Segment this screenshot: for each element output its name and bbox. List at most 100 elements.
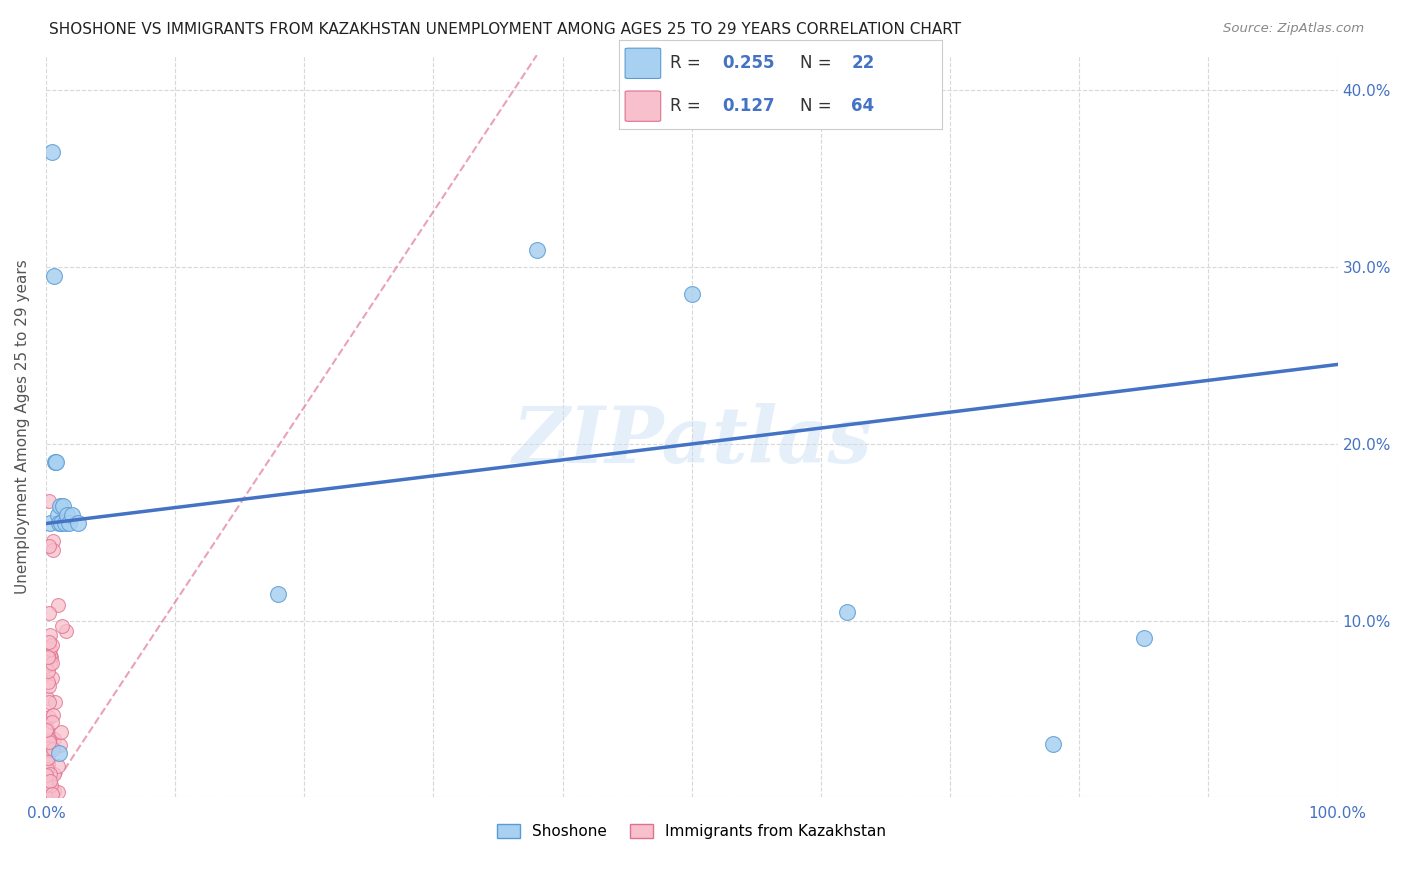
Point [37,762,59,776]
Text: Source: ZipAtlas.com: Source: ZipAtlas.com [1223,22,1364,36]
Legend: Shoshone, Immigrants from Kazakhstan: Shoshone, Immigrants from Kazakhstan [491,818,893,846]
Point [49,738,72,752]
Point [41,742,63,756]
Point [35,722,58,736]
FancyBboxPatch shape [626,91,661,121]
Text: R =: R = [671,97,711,115]
Point [35,723,58,738]
Point [38,735,60,749]
Point [37,649,59,664]
Point [41,534,63,549]
Point [42,766,65,780]
Point [35,753,58,767]
Point [39,649,62,664]
Text: R =: R = [671,54,706,72]
Point [37,649,59,664]
Point [48,746,70,760]
Text: SHOSHONE VS IMMIGRANTS FROM KAZAKHSTAN UNEMPLOYMENT AMONG AGES 25 TO 29 YEARS CO: SHOSHONE VS IMMIGRANTS FROM KAZAKHSTAN U… [49,22,962,37]
Point [37,756,59,770]
Point [38,709,60,723]
Text: 0.255: 0.255 [723,54,775,72]
Point [41,671,63,685]
Point [48,516,70,531]
Text: N =: N = [800,54,837,72]
Point [38,679,60,693]
Point [35,691,58,706]
Point [44,455,66,469]
Point [53,516,76,531]
FancyBboxPatch shape [626,48,661,78]
Point [41,145,63,160]
Point [38,695,60,709]
Point [41,714,63,729]
Point [39,778,62,792]
Point [38,648,60,662]
Point [38,606,60,620]
Point [48,598,70,612]
Point [55,624,77,638]
Point [37,675,59,690]
Point [37,664,59,678]
Point [39,734,62,748]
Point [51,516,73,531]
Point [37,757,59,772]
Point [51,618,73,632]
Text: 0.127: 0.127 [723,97,775,115]
Point [44,695,66,709]
Point [835,605,858,619]
Point [38,628,60,642]
Point [45,455,67,469]
Point [41,787,63,801]
Text: 64: 64 [852,97,875,115]
Point [42,784,65,798]
Point [1133,632,1156,646]
Point [267,587,290,601]
Point [38,733,60,747]
Point [42,543,65,558]
Point [38,634,60,648]
Point [51,725,73,739]
Point [38,735,60,749]
Point [38,494,60,508]
Point [35,768,58,782]
Point [41,656,63,670]
Point [38,789,60,804]
Point [48,759,70,773]
Point [58,516,80,531]
Y-axis label: Unemployment Among Ages 25 to 29 years: Unemployment Among Ages 25 to 29 years [15,259,30,594]
Point [37,736,59,750]
Point [39,657,62,672]
Point [42,268,65,283]
Text: N =: N = [800,97,837,115]
Point [35,711,58,725]
Text: 22: 22 [852,54,875,72]
Point [39,642,62,657]
Point [526,243,548,257]
Point [60,508,83,522]
Point [44,731,66,746]
Point [35,778,58,792]
Point [41,788,63,802]
Point [49,499,72,513]
Point [41,638,63,652]
Point [38,774,60,789]
Point [42,707,65,722]
Point [37,774,59,789]
Point [67,516,90,531]
Point [681,286,703,301]
Point [1042,738,1064,752]
Point [37,751,59,765]
Point [46,508,69,522]
Point [38,767,60,781]
Point [37,777,59,791]
Point [55,508,77,522]
Text: ZIPatlas: ZIPatlas [512,403,872,479]
Point [38,539,60,553]
Point [38,743,60,757]
Point [52,499,75,513]
Point [46,785,69,799]
Point [35,778,58,792]
Point [37,776,59,790]
Point [38,516,60,531]
Point [37,741,59,756]
